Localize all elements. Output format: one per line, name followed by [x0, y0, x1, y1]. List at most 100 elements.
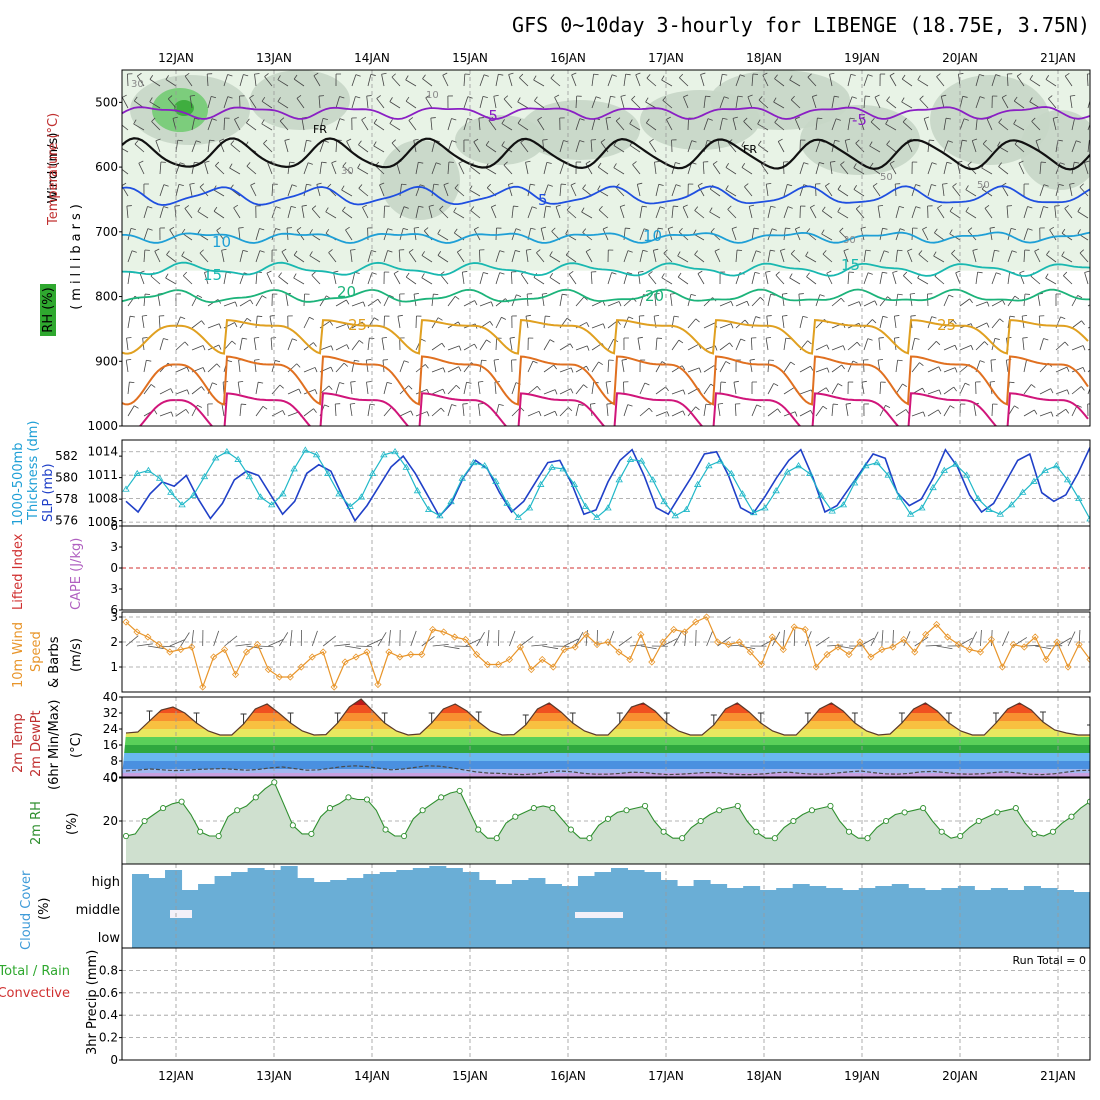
wind10-barb	[322, 635, 336, 647]
cloud-high-block	[363, 874, 381, 892]
wind-barb	[767, 408, 778, 417]
isotherm-line	[122, 231, 1090, 244]
wind-barb	[303, 408, 314, 417]
slp-marker	[312, 451, 321, 458]
date-label-bottom: 16JAN	[550, 1069, 586, 1083]
wind-barb-flag	[530, 227, 536, 230]
wind-barb-flag	[126, 359, 132, 361]
wind-barb	[303, 367, 316, 373]
wind-barb	[191, 386, 202, 395]
isotherm-line	[122, 137, 1090, 171]
wind-barb	[1087, 369, 1090, 373]
ylabel-rh2m: 2m RH	[29, 801, 44, 845]
wind-barb-flag	[1084, 270, 1090, 273]
wind-barb	[159, 411, 172, 417]
wind-barb	[165, 277, 177, 285]
rh-marker	[308, 830, 315, 837]
wind-barb-flag	[298, 388, 302, 394]
wind-barb	[341, 189, 353, 197]
wind-barb-flag	[219, 138, 225, 142]
wind-barb	[620, 96, 625, 109]
wind-barb	[1001, 97, 1009, 109]
rh-shading-layer	[122, 70, 1090, 271]
wind-barb	[735, 250, 738, 263]
slp-marker	[436, 512, 444, 519]
wind-barb-flag	[515, 250, 521, 253]
y-tick-label: 0.6	[99, 986, 118, 1000]
wind-barb	[751, 272, 756, 285]
wind-barb	[239, 250, 244, 263]
cloud-high-block	[594, 872, 612, 892]
wind-barb-flag	[785, 337, 791, 340]
cloud-high-block	[677, 886, 695, 892]
y-tick-label: 0.4	[99, 1008, 118, 1022]
wind-barb-flag	[133, 119, 137, 125]
wind-barb-flag	[328, 249, 333, 253]
rh-marker	[883, 817, 890, 825]
wind-barb-flag	[593, 73, 599, 76]
y-tick-label: 8	[110, 754, 118, 768]
wind-barb-flag	[393, 270, 399, 274]
wind-barb	[943, 386, 955, 395]
wind-barb	[767, 294, 771, 307]
rh-contour-label: 10	[426, 90, 439, 101]
wind-barb-flag	[346, 344, 350, 350]
wind-barb	[1039, 388, 1051, 395]
wind-barb-flag	[1058, 183, 1064, 186]
wind-barb	[367, 74, 372, 87]
wind-barb	[767, 250, 771, 263]
rh-marker	[1012, 805, 1019, 812]
rh-marker	[512, 813, 519, 820]
wind-barb	[287, 206, 292, 219]
wind-barb-flag	[835, 118, 841, 121]
wind-barb	[175, 408, 187, 417]
wind10-barb	[542, 645, 559, 650]
wind10-marker	[878, 645, 886, 654]
wind-barb	[591, 96, 597, 109]
wind10-barb	[509, 630, 516, 647]
wind-barb-flag	[571, 72, 577, 76]
ylabel-total-rain: Total / Rain	[0, 964, 70, 979]
wind-barb-flag	[853, 185, 857, 190]
wind10-barb	[936, 645, 953, 650]
thickness-line	[125, 447, 1090, 523]
wind-barb	[122, 148, 129, 153]
wind-barb	[934, 232, 945, 241]
wind-barb	[143, 384, 152, 395]
wind10-barb	[213, 630, 220, 647]
wind-barb	[590, 140, 593, 153]
wind-barb	[959, 298, 970, 307]
wind-barb-flag	[405, 75, 409, 81]
wind-barb	[982, 143, 993, 153]
wind-barb	[311, 274, 321, 285]
wind10-barb	[903, 631, 911, 647]
wind-barb	[575, 365, 587, 373]
slp-marker	[324, 469, 332, 477]
wind-barb	[431, 162, 437, 175]
wind-barb-flag	[834, 139, 840, 142]
wind-barb-flag	[201, 320, 205, 325]
cloud-high-block	[660, 880, 678, 892]
wind10-marker	[746, 648, 754, 656]
slp-marker	[649, 476, 657, 483]
cloud-high-block	[875, 886, 893, 892]
wind-barb	[207, 140, 210, 153]
wind-barb	[165, 79, 177, 87]
cloud-high-block	[330, 880, 348, 892]
wind-barb-flag	[231, 340, 236, 345]
wind-barb	[267, 162, 273, 175]
wind-barb	[735, 74, 741, 87]
wind-barb-flag	[1077, 295, 1083, 299]
slp-marker	[873, 458, 881, 466]
wind-barb-flag	[242, 249, 248, 252]
wind10-marker	[308, 653, 316, 661]
wind-barb-flag	[290, 206, 296, 209]
wind10-barb	[454, 645, 471, 647]
wind-barb-flag	[635, 72, 641, 76]
wind-barb-flag	[782, 315, 788, 317]
wind-barb-flag	[953, 386, 958, 392]
wind-barb-flag	[1054, 205, 1060, 207]
wind-barb	[335, 118, 341, 131]
wind10-marker	[418, 650, 426, 659]
